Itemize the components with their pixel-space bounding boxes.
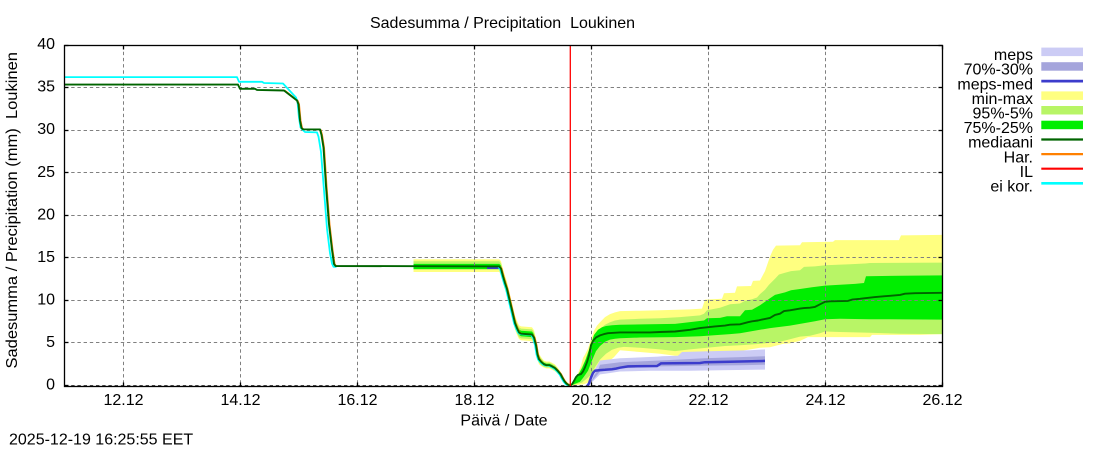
svg-text:Sadesumma / Precipitation (mm): Sadesumma / Precipitation (mm) Loukinen bbox=[4, 52, 21, 369]
svg-text:18.12: 18.12 bbox=[454, 392, 494, 409]
svg-text:20: 20 bbox=[37, 206, 55, 223]
svg-text:25: 25 bbox=[37, 164, 55, 181]
svg-text:0: 0 bbox=[46, 377, 55, 394]
svg-text:Har.: Har. bbox=[1004, 149, 1033, 166]
svg-text:15: 15 bbox=[37, 249, 55, 266]
svg-text:IL: IL bbox=[1020, 164, 1033, 181]
svg-text:20.12: 20.12 bbox=[571, 392, 611, 409]
svg-text:22.12: 22.12 bbox=[688, 392, 728, 409]
svg-text:ei kor.: ei kor. bbox=[990, 179, 1033, 196]
svg-text:Sadesumma / Precipitation Lou: Sadesumma / Precipitation Loukinen bbox=[370, 15, 635, 32]
svg-text:Päivä / Date: Päivä / Date bbox=[460, 413, 547, 430]
svg-text:16.12: 16.12 bbox=[337, 392, 377, 409]
svg-text:14.12: 14.12 bbox=[220, 392, 260, 409]
svg-text:meps: meps bbox=[994, 47, 1033, 64]
svg-text:10: 10 bbox=[37, 291, 55, 308]
svg-text:26.12: 26.12 bbox=[922, 392, 962, 409]
svg-text:70%-30%: 70%-30% bbox=[964, 62, 1033, 79]
svg-text:min-max: min-max bbox=[972, 91, 1033, 108]
svg-text:30: 30 bbox=[37, 121, 55, 138]
svg-text:5: 5 bbox=[46, 334, 55, 351]
svg-text:35: 35 bbox=[37, 79, 55, 96]
svg-text:2025-12-19 16:25:55 EET: 2025-12-19 16:25:55 EET bbox=[9, 432, 193, 449]
svg-text:mediaani: mediaani bbox=[968, 135, 1033, 152]
svg-text:75%-25%: 75%-25% bbox=[964, 120, 1033, 137]
svg-text:12.12: 12.12 bbox=[103, 392, 143, 409]
svg-text:meps-med: meps-med bbox=[957, 76, 1033, 93]
svg-text:95%-5%: 95%-5% bbox=[973, 106, 1033, 123]
svg-text:40: 40 bbox=[37, 36, 55, 53]
svg-text:24.12: 24.12 bbox=[805, 392, 845, 409]
